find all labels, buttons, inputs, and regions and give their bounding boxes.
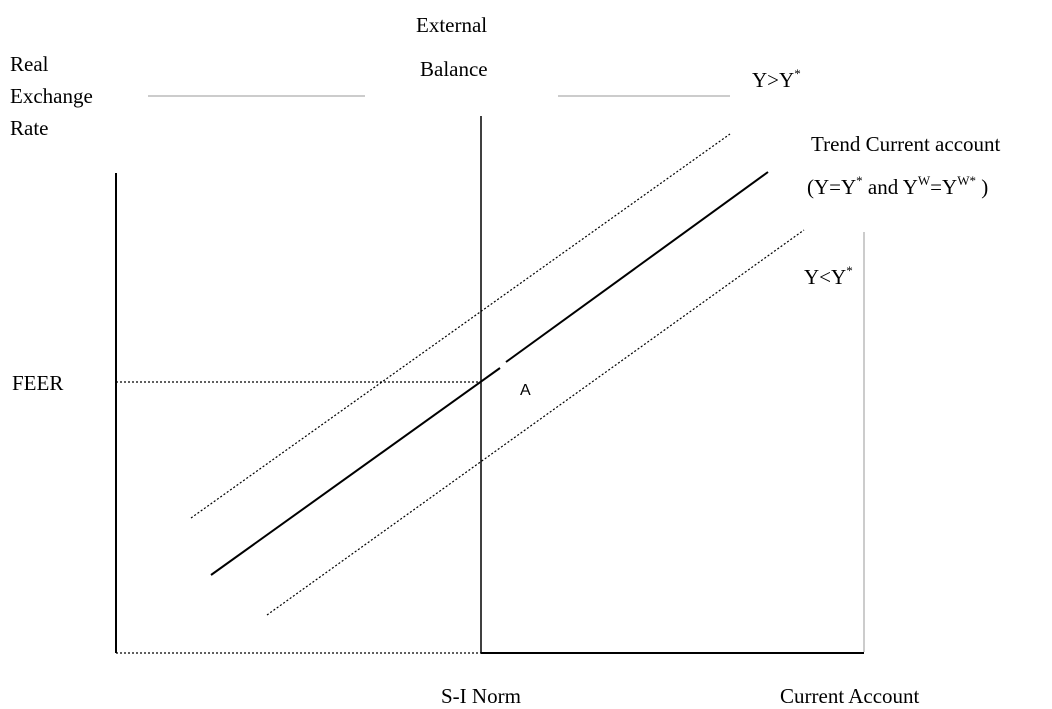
point-a-label: A (520, 382, 531, 399)
y-axis-label-line-1: Real (10, 52, 49, 76)
trend-label-line-1: Trend Current account (811, 132, 1001, 156)
feer-label: FEER (12, 371, 64, 395)
external-balance-label-line-1: External (416, 13, 488, 37)
trend-label-line-2: (Y=Y* and YW=YW* ) (807, 174, 988, 200)
upper-output-line (190, 133, 731, 519)
lower-output-label: Y<Y* (804, 264, 853, 290)
lower-output-label-base: Y<Y (804, 265, 847, 289)
x-axis-label: Current Account (780, 684, 920, 708)
trend-label-eq: =Y (930, 175, 958, 199)
external-balance-label-line-2: Balance (420, 57, 488, 81)
trend-label-sup-3: W* (957, 173, 976, 188)
lower-output-line (266, 229, 805, 616)
upper-output-label-sup: * (794, 66, 801, 81)
trend-label-sup-2: W (917, 173, 931, 188)
upper-output-label-base: Y>Y (752, 68, 795, 92)
y-axis-label-line-2: Exchange (10, 84, 93, 108)
trend-label-mid: and Y (862, 175, 918, 199)
si-norm-label: S-I Norm (441, 684, 521, 708)
y-axis-label-line-3: Rate (10, 116, 49, 140)
lower-output-label-sup: * (846, 263, 853, 278)
trend-label-close: ) (975, 175, 989, 199)
trend-current-account-line-upper (505, 171, 769, 363)
trend-label-open: (Y=Y (807, 175, 857, 199)
upper-output-label: Y>Y* (752, 67, 801, 93)
trend-label-sup-1: * (856, 173, 863, 188)
trend-current-account-line (210, 367, 501, 576)
